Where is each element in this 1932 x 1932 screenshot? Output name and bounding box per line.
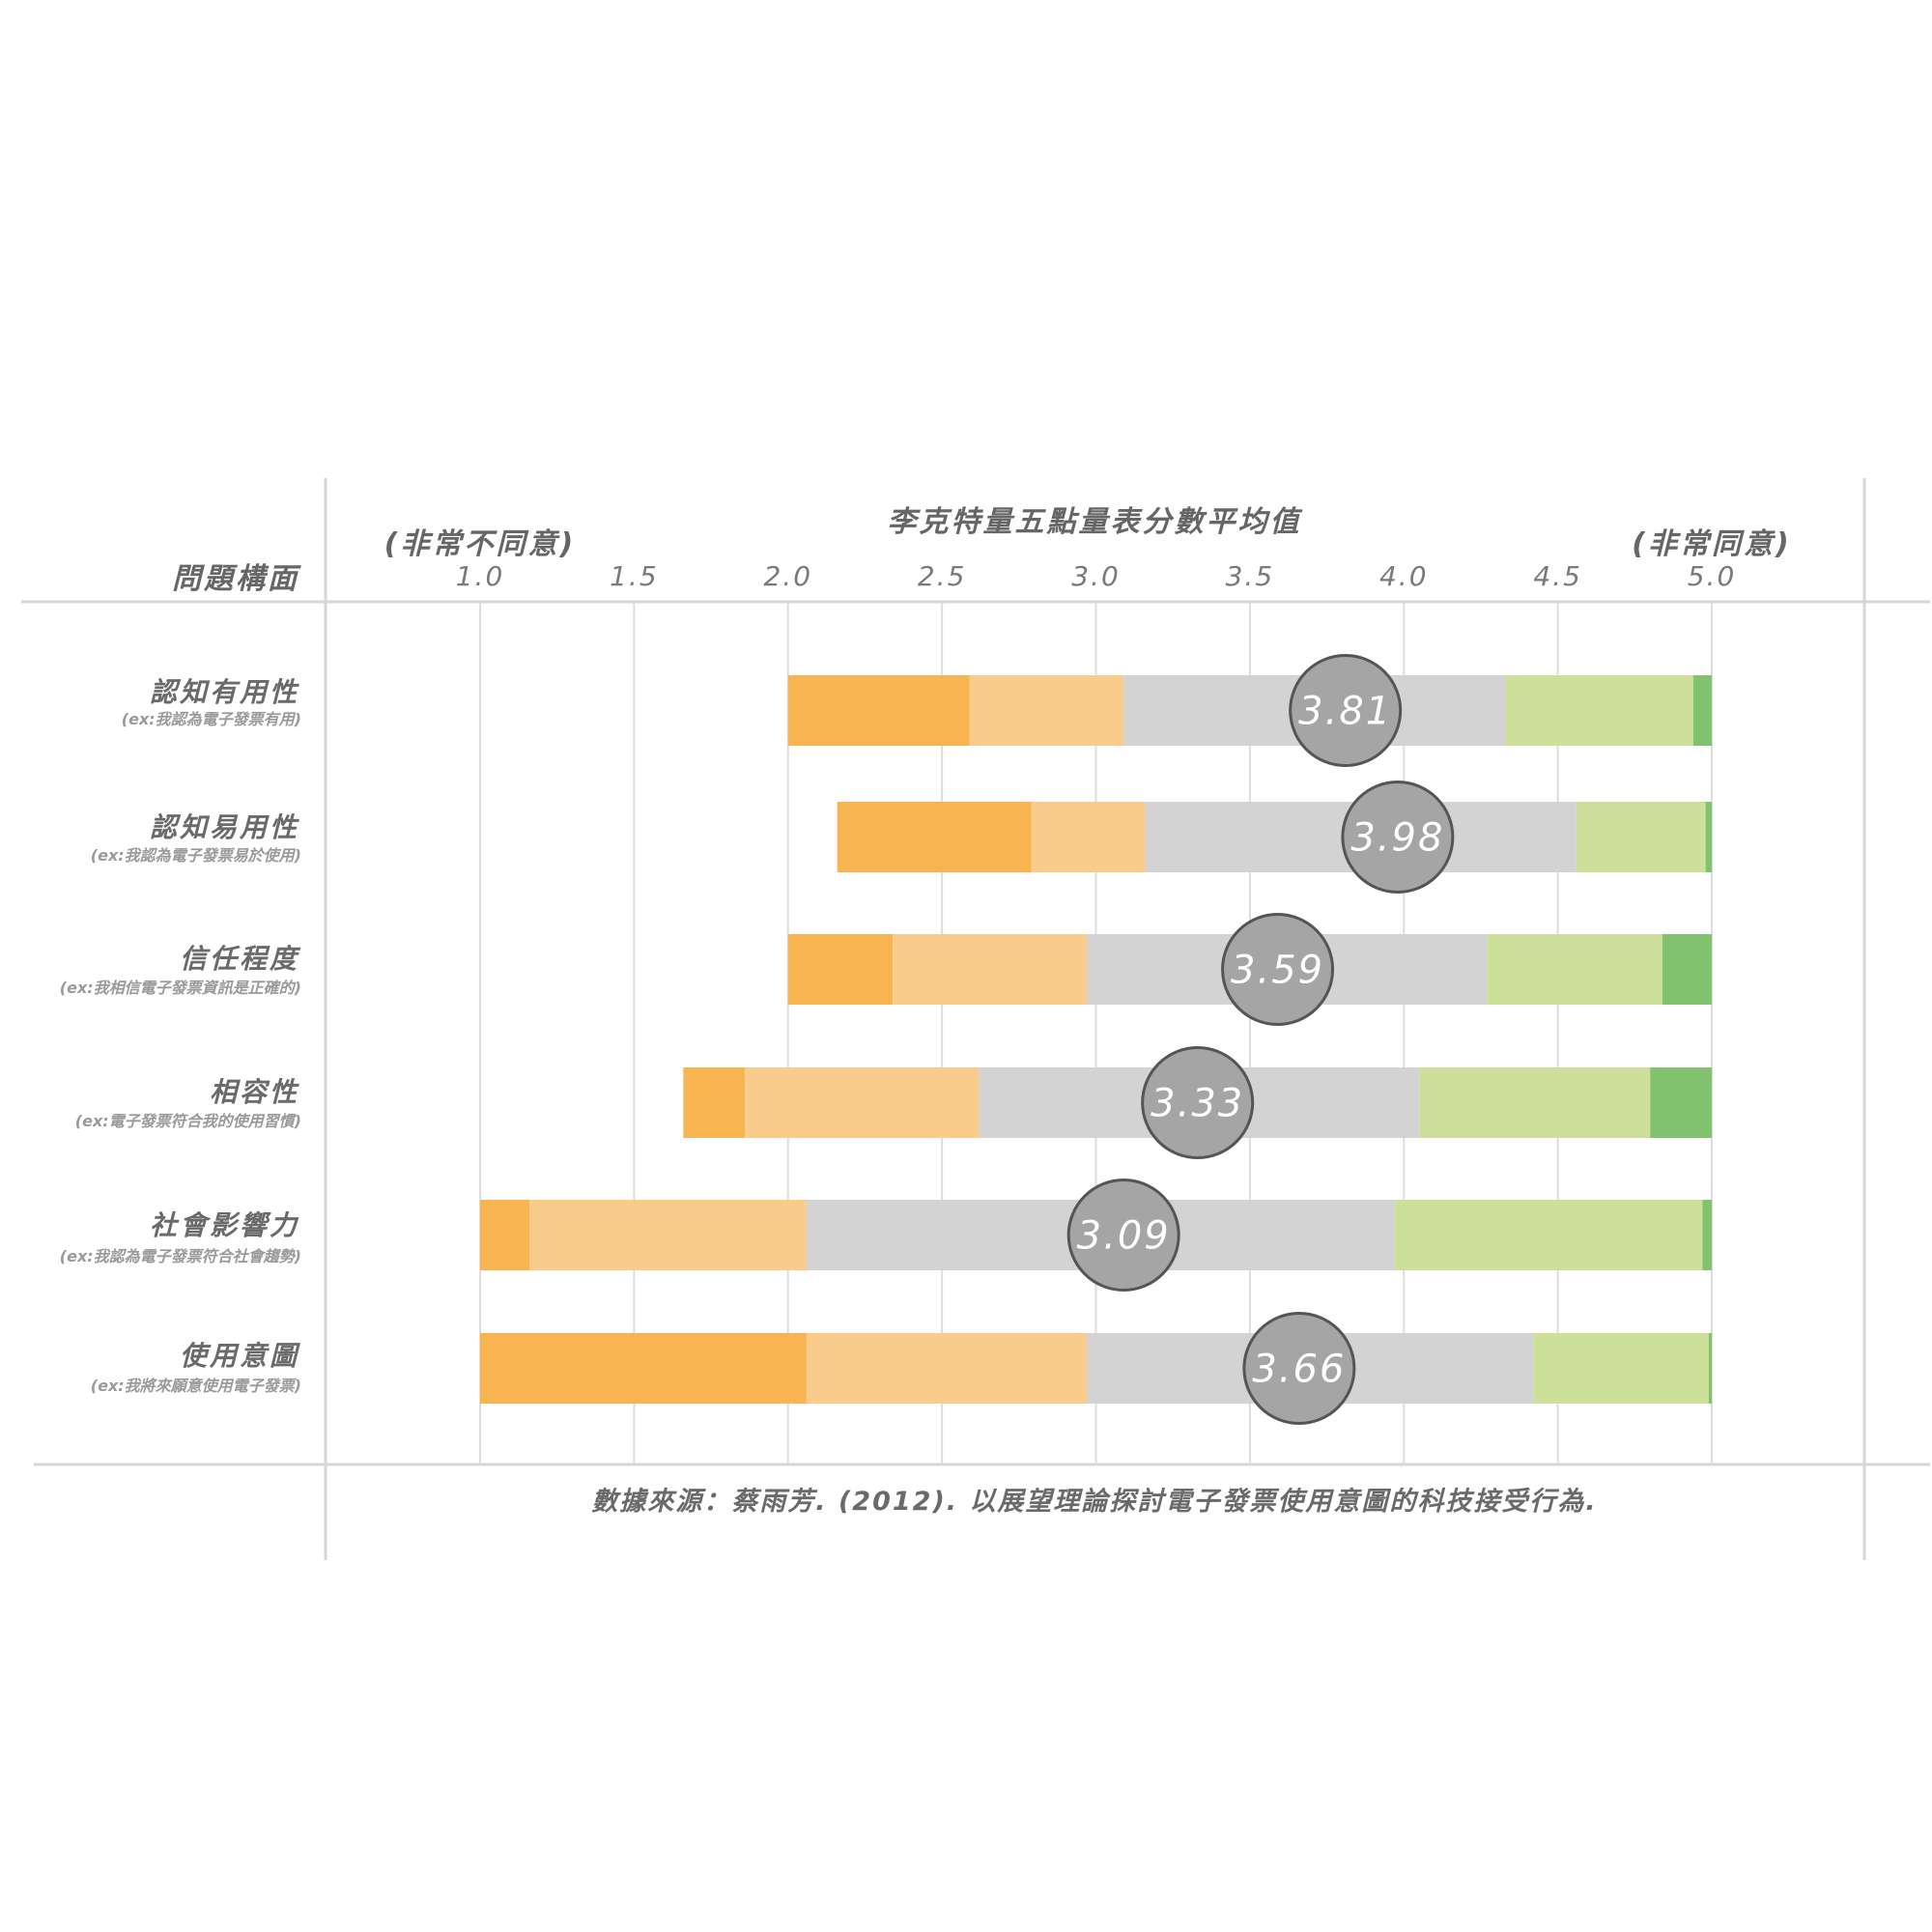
bar-segment-1 xyxy=(787,675,970,746)
x-axis-ticks: 1.0 1.5 2.0 2.5 3.0 3.5 4.0 4.5 5.0 xyxy=(456,560,1737,592)
mean-marker xyxy=(1289,654,1403,767)
bar-segment-1 xyxy=(480,1200,529,1270)
mean-value-label: 3.33 xyxy=(1151,1082,1244,1126)
mean-value-label: 3.09 xyxy=(1077,1214,1171,1259)
row-label: 信任程度 xyxy=(180,943,301,975)
mean-value-label: 3.81 xyxy=(1298,690,1392,734)
chart-row-0: 3.81 認知有用性 (ex:我認為電子發票有用) xyxy=(122,654,1712,767)
chart-row-4: 3.09 社會影響力 (ex:我認為電子發票符合社會趨勢) xyxy=(60,1179,1712,1292)
mean-marker xyxy=(1341,781,1455,894)
bar-segment-4 xyxy=(1419,1067,1651,1138)
bar-segment-5 xyxy=(1702,1200,1712,1270)
chart-rows: 3.81 認知有用性 (ex:我認為電子發票有用) 3.98 認知易用性 (ex:我認為電… xyxy=(60,654,1712,1425)
row-sublabel: (ex:電子發票符合我的使用習慣) xyxy=(75,1112,301,1130)
chart-row-5: 3.66 使用意圖 (ex:我將來願意使用電子發票) xyxy=(91,1312,1712,1425)
bar-segment-2 xyxy=(893,934,1087,1005)
row-sublabel: (ex:我將來願意使用電子發票) xyxy=(91,1377,301,1395)
mean-value-label: 3.66 xyxy=(1252,1348,1346,1392)
source-note: 數據來源：蔡雨芳. (2012). 以展望理論探討電子發票使用意圖的科技接受行為… xyxy=(591,1487,1597,1517)
row-sublabel: (ex:我認為電子發票易於使用) xyxy=(91,846,301,865)
mean-marker xyxy=(1242,1312,1356,1425)
bar-segment-5 xyxy=(1708,1333,1712,1404)
row-sublabel: (ex:我認為電子發票有用) xyxy=(122,710,301,728)
bar-segment-2 xyxy=(806,1333,1087,1404)
bar-segment-2 xyxy=(745,1067,980,1138)
mean-value-label: 3.98 xyxy=(1350,816,1444,861)
mean-marker xyxy=(1066,1179,1180,1292)
bar-segment-4 xyxy=(1394,1200,1703,1270)
bar-segment-5 xyxy=(1692,675,1712,746)
row-label: 使用意圖 xyxy=(180,1340,300,1372)
bar-segment-2 xyxy=(969,675,1124,746)
bar-segment-4 xyxy=(1576,802,1706,872)
scale-right-label: (非常同意) xyxy=(1632,527,1791,561)
tick-label-3: 2.5 xyxy=(918,560,967,592)
bar-segment-5 xyxy=(1662,934,1712,1005)
tick-label-4: 3.0 xyxy=(1071,560,1121,592)
tick-label-2: 2.0 xyxy=(763,560,812,592)
tick-label-6: 4.0 xyxy=(1379,560,1429,592)
bar-segment-1 xyxy=(837,802,1032,872)
row-sublabel: (ex:我相信電子發票資訊是正確的) xyxy=(60,979,301,997)
bar-segment-1 xyxy=(480,1333,807,1404)
row-label: 認知有用性 xyxy=(150,676,299,708)
tick-label-7: 4.5 xyxy=(1533,560,1582,592)
bar-segment-2 xyxy=(1031,802,1146,872)
tick-label-0: 1.0 xyxy=(456,560,505,592)
bar-segment-2 xyxy=(529,1200,807,1270)
tick-label-5: 3.5 xyxy=(1226,560,1275,592)
bar-segment-1 xyxy=(683,1067,746,1138)
mean-marker xyxy=(1141,1046,1255,1159)
row-sublabel: (ex:我認為電子發票符合社會趨勢) xyxy=(60,1247,301,1265)
bar-segment-5 xyxy=(1705,802,1712,872)
tick-label-1: 1.5 xyxy=(610,560,659,592)
row-label: 社會影響力 xyxy=(150,1209,299,1241)
mean-value-label: 3.59 xyxy=(1231,949,1324,993)
chart-row-1: 3.98 認知易用性 (ex:我認為電子發票易於使用) xyxy=(91,781,1712,894)
bar-segment-4 xyxy=(1505,675,1693,746)
bar-segment-4 xyxy=(1487,934,1662,1005)
bar-segment-5 xyxy=(1650,1067,1712,1138)
row-label: 認知易用性 xyxy=(150,811,299,843)
bar-segment-1 xyxy=(787,934,894,1005)
chart-title: 李克特量五點量表分數平均值 xyxy=(888,505,1304,539)
row-header: 問題構面 xyxy=(172,562,301,596)
row-label: 相容性 xyxy=(210,1076,299,1108)
bar-segment-4 xyxy=(1533,1333,1709,1404)
tick-label-8: 5.0 xyxy=(1688,560,1737,592)
chart-row-2: 3.59 信任程度 (ex:我相信電子發票資訊是正確的) xyxy=(60,913,1712,1026)
scale-left-label: (非常不同意) xyxy=(384,527,576,561)
mean-marker xyxy=(1221,913,1335,1026)
chart-row-3: 3.33 相容性 (ex:電子發票符合我的使用習慣) xyxy=(75,1046,1712,1159)
chart-frame xyxy=(21,478,1930,1560)
